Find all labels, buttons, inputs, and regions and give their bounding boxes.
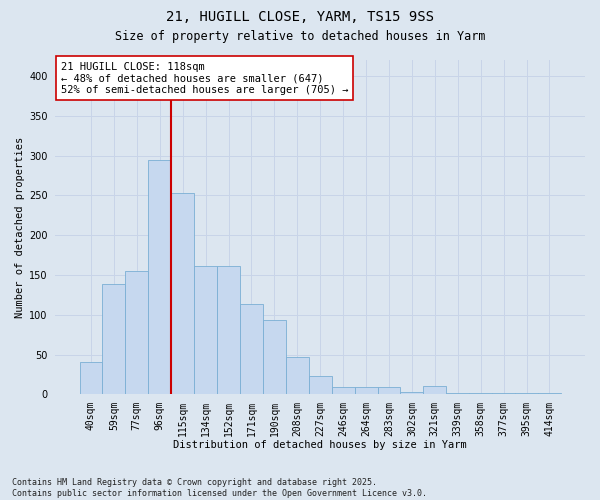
- Text: 21, HUGILL CLOSE, YARM, TS15 9SS: 21, HUGILL CLOSE, YARM, TS15 9SS: [166, 10, 434, 24]
- Bar: [125, 271, 148, 394]
- X-axis label: Distribution of detached houses by size in Yarm: Distribution of detached houses by size …: [173, 440, 467, 450]
- Y-axis label: Number of detached properties: Number of detached properties: [15, 136, 25, 318]
- Bar: [171, 193, 194, 394]
- Bar: [332, 387, 355, 394]
- Text: Contains HM Land Registry data © Crown copyright and database right 2025.
Contai: Contains HM Land Registry data © Crown c…: [12, 478, 427, 498]
- Bar: [377, 387, 400, 394]
- Bar: [446, 392, 469, 394]
- Bar: [538, 392, 561, 394]
- Bar: [80, 362, 103, 394]
- Bar: [103, 284, 125, 395]
- Bar: [492, 392, 515, 394]
- Bar: [424, 386, 446, 394]
- Bar: [263, 320, 286, 394]
- Bar: [469, 392, 492, 394]
- Bar: [400, 392, 424, 394]
- Bar: [515, 392, 538, 394]
- Bar: [148, 160, 171, 394]
- Bar: [309, 376, 332, 394]
- Bar: [240, 304, 263, 394]
- Bar: [217, 266, 240, 394]
- Bar: [194, 266, 217, 394]
- Text: 21 HUGILL CLOSE: 118sqm
← 48% of detached houses are smaller (647)
52% of semi-d: 21 HUGILL CLOSE: 118sqm ← 48% of detache…: [61, 62, 348, 95]
- Bar: [355, 387, 377, 394]
- Text: Size of property relative to detached houses in Yarm: Size of property relative to detached ho…: [115, 30, 485, 43]
- Bar: [286, 357, 309, 395]
